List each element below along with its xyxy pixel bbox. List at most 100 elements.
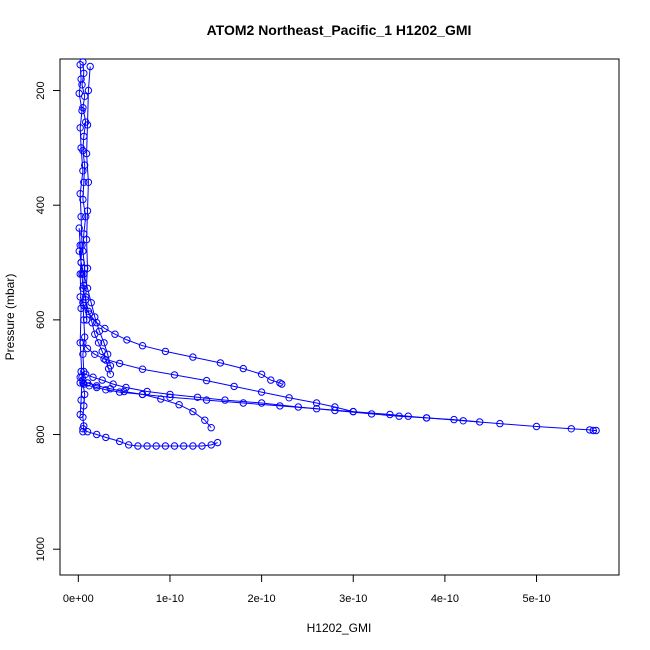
data-point [161, 347, 170, 356]
data-point [138, 390, 147, 399]
data-point [83, 264, 92, 272]
data-point [312, 399, 321, 407]
data-point [207, 441, 215, 449]
data-point [104, 350, 112, 358]
data-point [276, 402, 284, 410]
data-point [75, 247, 83, 255]
data-point [106, 385, 115, 393]
data-point [157, 395, 165, 403]
data-point [82, 235, 91, 244]
data-point [102, 433, 110, 442]
data-point [189, 353, 197, 361]
x-tick-label: 5e-10 [522, 593, 550, 605]
series-line [79, 296, 283, 385]
data-point [76, 190, 84, 198]
data-point [312, 405, 321, 413]
plot-series [75, 58, 600, 450]
data-point [75, 224, 83, 232]
data-point [78, 81, 86, 89]
data-point [83, 344, 92, 353]
data-point [82, 149, 91, 158]
x-tick-label: 3e-10 [339, 593, 367, 605]
data-point [202, 376, 211, 385]
data-point [77, 258, 85, 267]
data-point [207, 424, 215, 432]
data-point [77, 144, 85, 152]
data-point [106, 370, 115, 378]
data-point [213, 438, 222, 447]
data-point [115, 388, 124, 396]
data-point [80, 270, 88, 278]
data-point [84, 86, 93, 95]
y-tick-label: 600 [35, 311, 47, 329]
data-point [83, 121, 92, 129]
data-point [202, 396, 211, 404]
x-axis: 0e+00 1e-10 2e-10 3e-10 4e-10 5e-10 [63, 575, 551, 605]
series-line [78, 64, 84, 415]
data-point [166, 393, 174, 401]
data-point [75, 89, 83, 98]
data-point [79, 195, 87, 204]
data-point [93, 382, 101, 390]
data-point [79, 167, 87, 175]
data-point [134, 442, 142, 450]
data-point [83, 379, 92, 387]
data-point [76, 124, 84, 132]
data-point [80, 301, 88, 310]
data-point [230, 382, 238, 391]
data-point [120, 387, 128, 396]
data-point [138, 342, 147, 350]
data-point [198, 442, 206, 450]
data-point [592, 426, 600, 435]
data-point [80, 178, 88, 187]
series-line [78, 251, 111, 366]
data-point [122, 383, 130, 392]
series-line [82, 342, 354, 413]
data-point [404, 412, 412, 420]
data-point [496, 419, 504, 428]
data-point [100, 339, 108, 347]
y-tick-label: 200 [35, 81, 47, 99]
data-point [239, 364, 248, 373]
data-point [143, 442, 151, 450]
data-point [83, 207, 92, 215]
data-point [201, 416, 209, 424]
series-line [85, 66, 91, 320]
data-point [76, 410, 84, 419]
data-point [175, 401, 183, 409]
data-point [77, 396, 85, 404]
data-point [111, 330, 119, 338]
y-tick-label: 1000 [35, 537, 47, 561]
data-point [86, 62, 94, 71]
data-point [89, 373, 97, 381]
data-point [85, 310, 94, 318]
series-line [82, 428, 218, 447]
data-point [100, 355, 108, 363]
data-point [93, 430, 101, 439]
data-point [239, 399, 248, 407]
data-point [161, 442, 170, 450]
data-point [79, 350, 87, 358]
data-point [94, 339, 103, 347]
data-point [82, 370, 90, 378]
data-point [257, 388, 266, 396]
data-point [422, 414, 431, 422]
data-point [102, 386, 110, 394]
y-tick-label: 800 [35, 425, 47, 443]
x-axis-label: H1202_GMI [307, 621, 372, 635]
data-point [125, 441, 133, 449]
data-point [367, 410, 376, 418]
data-point [257, 370, 266, 378]
data-point [83, 284, 92, 292]
data-point [532, 422, 541, 431]
data-point [278, 380, 286, 388]
data-point [83, 428, 92, 436]
plot-frame [59, 58, 620, 576]
data-point [79, 339, 87, 347]
y-axis: 200 400 600 800 1000 [35, 81, 60, 561]
data-point [285, 394, 293, 402]
data-point [123, 336, 131, 344]
data-point [257, 399, 266, 407]
data-point [78, 106, 86, 115]
